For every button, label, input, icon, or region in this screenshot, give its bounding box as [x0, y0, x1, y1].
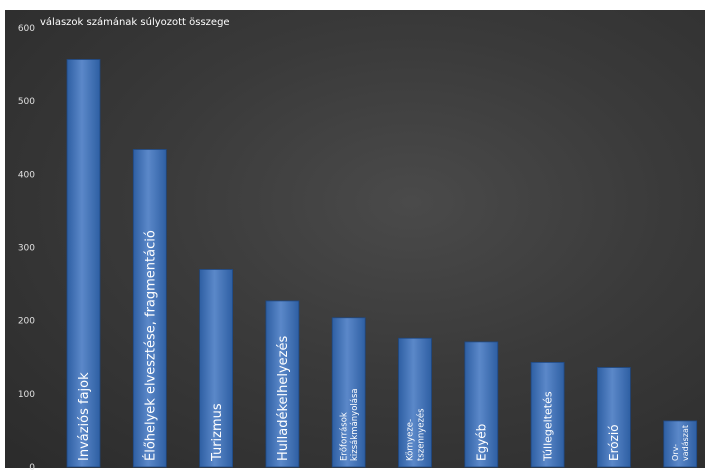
bar: [597, 367, 631, 468]
bar: [265, 300, 300, 468]
bar-label: Orv-vadászat: [671, 425, 690, 461]
bar-label: Élőhelyek elvesztése, fragmentáció: [142, 230, 158, 461]
y-tick-label: 300: [18, 244, 35, 254]
bar-label-line: vadászat: [681, 425, 690, 461]
y-tick-label: 600: [18, 24, 35, 34]
y-tick-label: 100: [18, 390, 35, 400]
bar-label-line: Inváziós fajok: [77, 372, 92, 461]
bar-label: Erózió: [607, 424, 621, 461]
bar-label-line: Erőforrások: [339, 412, 349, 461]
bar-label-line: tszennyezés: [415, 408, 426, 461]
y-tick-label: 500: [18, 97, 35, 107]
bar: [331, 317, 366, 468]
bar-label: Erőforrások kizsákmányolása: [339, 388, 360, 461]
bar-label-line: Túllegeltetés: [542, 391, 555, 462]
bar-label-line: Turizmus: [210, 403, 225, 462]
bar-label: Egyéb: [475, 424, 489, 461]
bar-label-line: Erózió: [607, 424, 621, 461]
bar-label: Inváziós fajok: [77, 372, 92, 461]
bar: [464, 341, 499, 468]
y-tick-label: 0: [29, 463, 35, 473]
y-tick-label: 400: [18, 170, 35, 180]
bar: [398, 337, 432, 468]
bar-label-line: Környeze-: [406, 419, 416, 461]
bar-label: Hulladékelhelyezés: [276, 336, 291, 461]
bar: [199, 269, 234, 468]
bar: [530, 361, 565, 468]
y-tick-label: 200: [18, 317, 35, 327]
bar-label-line: Élőhelyek elvesztése, fragmentáció: [142, 230, 158, 461]
bar-label-line: kizsákmányolása: [350, 388, 360, 461]
bar-label: Turizmus: [210, 403, 225, 462]
bar-label-line: Egyéb: [475, 424, 489, 461]
bar: [66, 59, 101, 468]
bar: [132, 149, 167, 468]
y-axis-title: válaszok számának súlyozott összege: [40, 17, 230, 28]
bar: [663, 420, 698, 468]
bar-label: Környeze-tszennyezés: [406, 408, 427, 461]
bar-label-line: Hulladékelhelyezés: [276, 336, 291, 461]
bar-label-line: Orv-: [671, 444, 680, 461]
bar-label: Túllegeltetés: [542, 391, 555, 462]
